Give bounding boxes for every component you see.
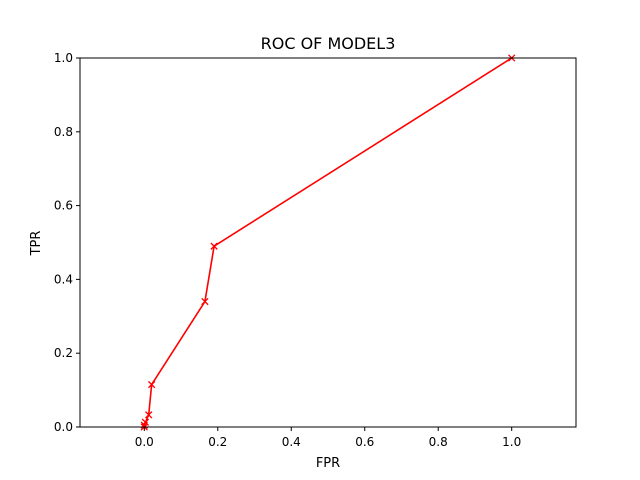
x-tick-label: 0.8	[429, 435, 448, 449]
y-tick-label: 0.0	[54, 420, 73, 434]
roc-point-marker	[147, 380, 156, 389]
roc-curve-line	[143, 57, 513, 427]
y-tick-label: 1.0	[54, 51, 73, 65]
y-tick-label: 0.6	[54, 199, 73, 213]
chart-title: ROC OF MODEL3	[261, 34, 396, 53]
y-tick-label: 0.8	[54, 125, 73, 139]
x-tick-label: 0.6	[355, 435, 374, 449]
x-axis-label: FPR	[316, 456, 340, 471]
x-tick-label: 1.0	[502, 435, 521, 449]
x-tick-label: 0.4	[282, 435, 301, 449]
x-tick-label: 0.2	[208, 435, 227, 449]
roc-point-marker	[141, 418, 150, 426]
x-axis-ticks: 0.0 0.2 0.4 0.6 0.8 1.0	[135, 427, 521, 449]
roc-point-marker	[201, 297, 209, 306]
plot-area	[140, 54, 516, 431]
y-axis-label: TPR	[29, 231, 44, 257]
y-tick-label: 0.4	[54, 272, 73, 286]
y-tick-label: 0.2	[54, 346, 73, 360]
roc-point-marker	[145, 411, 153, 419]
y-axis-ticks: 0.0 0.2 0.4 0.6 0.8 1.0	[54, 51, 80, 434]
x-tick-label: 0.0	[135, 435, 154, 449]
axes-frame	[79, 57, 577, 428]
roc-point-marker	[210, 242, 218, 250]
